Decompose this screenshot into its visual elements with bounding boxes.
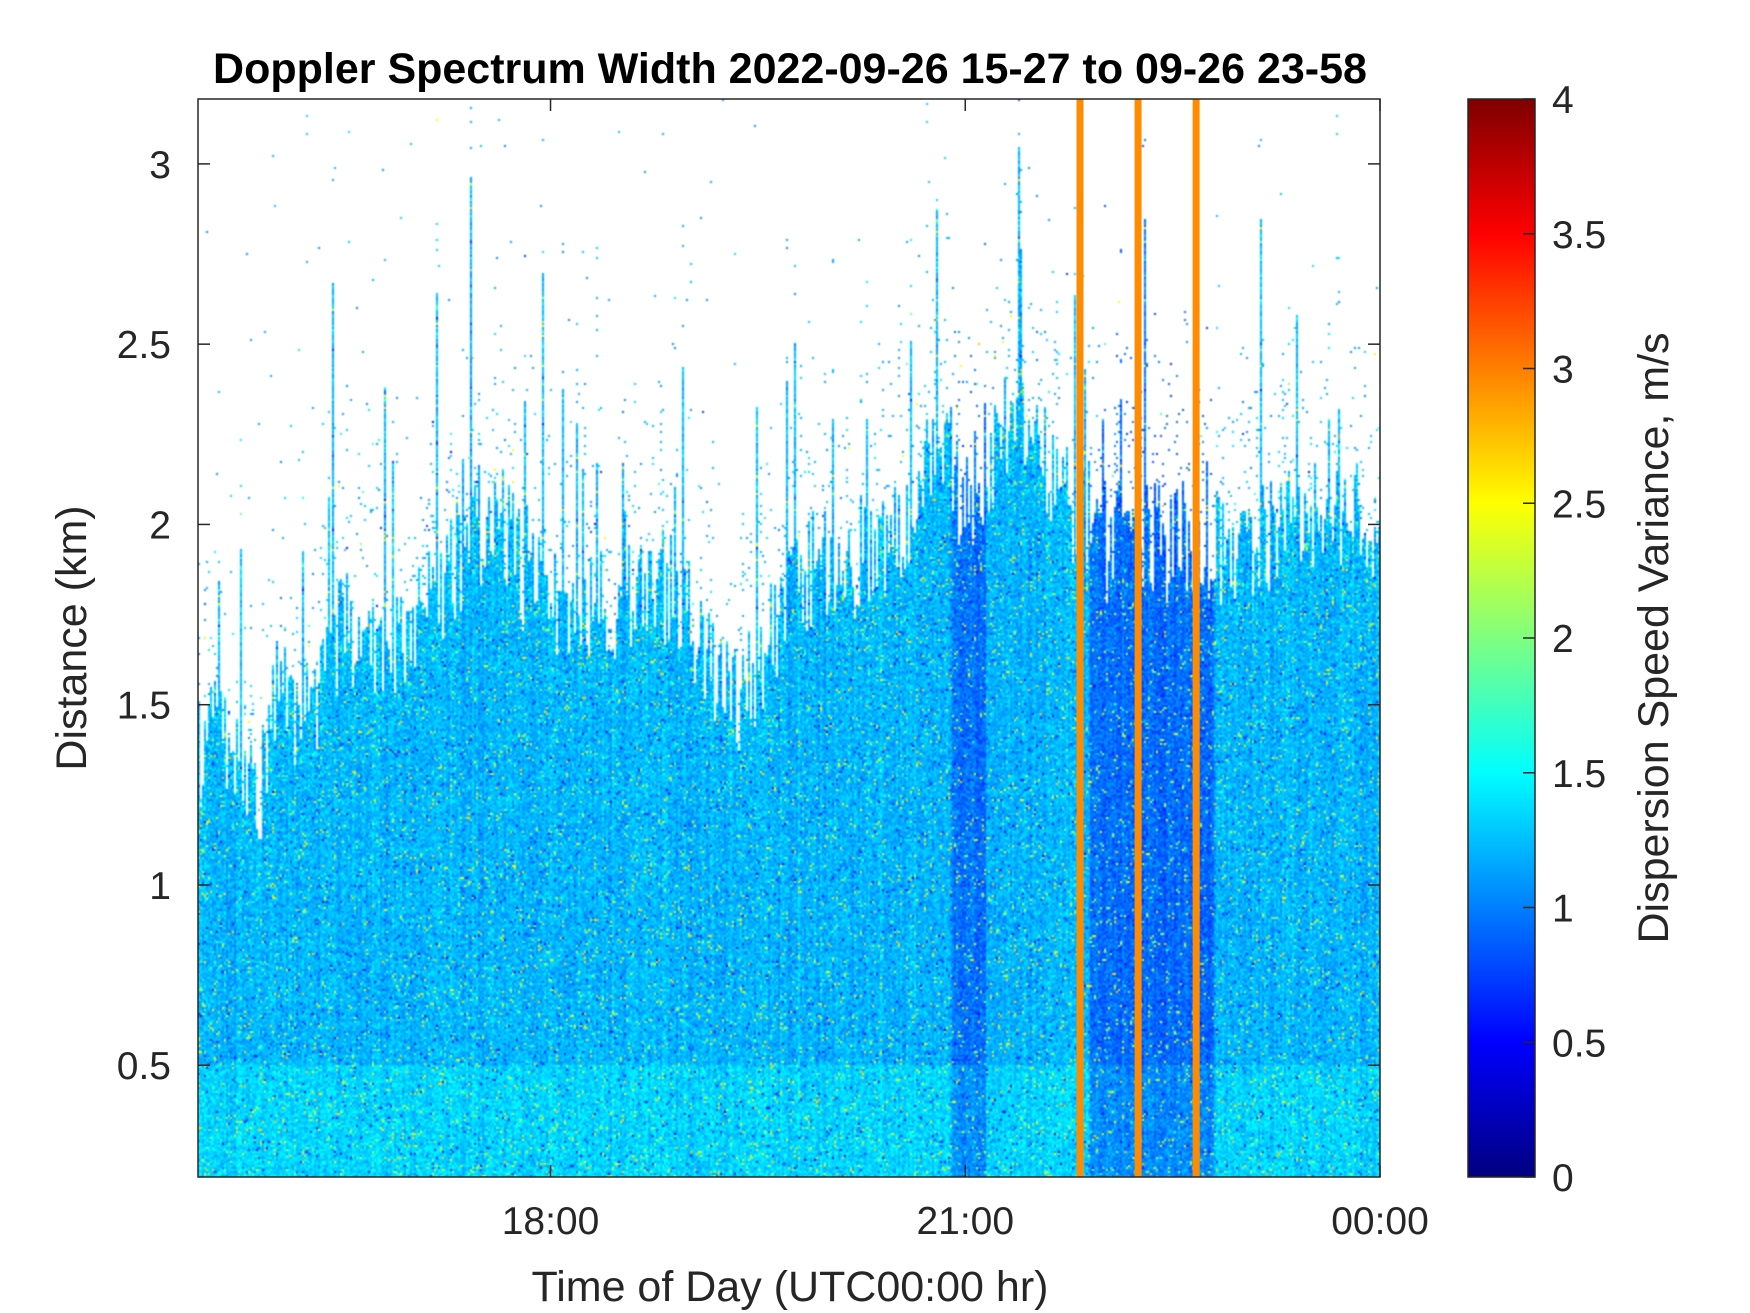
x-axis-label: Time of Day (UTC00:00 hr)	[532, 1263, 1049, 1311]
y-tick-label: 2.5	[117, 324, 171, 367]
colorbar-tick-label: 1	[1552, 888, 1574, 931]
spectrum-width-heatmap	[198, 99, 1380, 1177]
axes-layer: 18:00 21:00 00:00 0.5 1 1.5 2 2.5 3	[117, 98, 1429, 1243]
colorbar-tick-label: 3.5	[1552, 214, 1606, 257]
colorbar-tick-label: 0	[1552, 1157, 1574, 1200]
colorbar-axis: 0 0.5 1 1.5 2 2.5 3 3.5 4	[1467, 79, 1606, 1200]
marker-layer	[1076, 99, 1200, 1177]
colorbar-tick-label: 4	[1552, 79, 1574, 122]
y-tick-label: 1.5	[117, 685, 171, 728]
x-tick-label: 21:00	[916, 1200, 1014, 1243]
y-tick-label: 3	[149, 144, 171, 187]
x-tick-label: 00:00	[1331, 1200, 1429, 1243]
chart-title: Doppler Spectrum Width 2022-09-26 15-27 …	[213, 45, 1367, 93]
colorbar-label: Dispersion Speed Variance, m/s	[1630, 332, 1678, 943]
colorbar-tick-label: 0.5	[1552, 1022, 1606, 1065]
colorbar-tick-label: 1.5	[1552, 753, 1606, 796]
y-axis-label: Distance (km)	[48, 505, 96, 770]
y-tick-label: 1	[149, 865, 171, 908]
y-tick-label: 2	[149, 504, 171, 547]
x-tick-label: 18:00	[502, 1200, 600, 1243]
colorbar-tick-label: 2	[1552, 618, 1574, 661]
plot-frame	[197, 98, 1381, 1178]
colorbar-tick-label: 2.5	[1552, 483, 1606, 526]
y-tick-label: 0.5	[117, 1045, 171, 1088]
colorbar-tick-label: 3	[1552, 349, 1574, 392]
